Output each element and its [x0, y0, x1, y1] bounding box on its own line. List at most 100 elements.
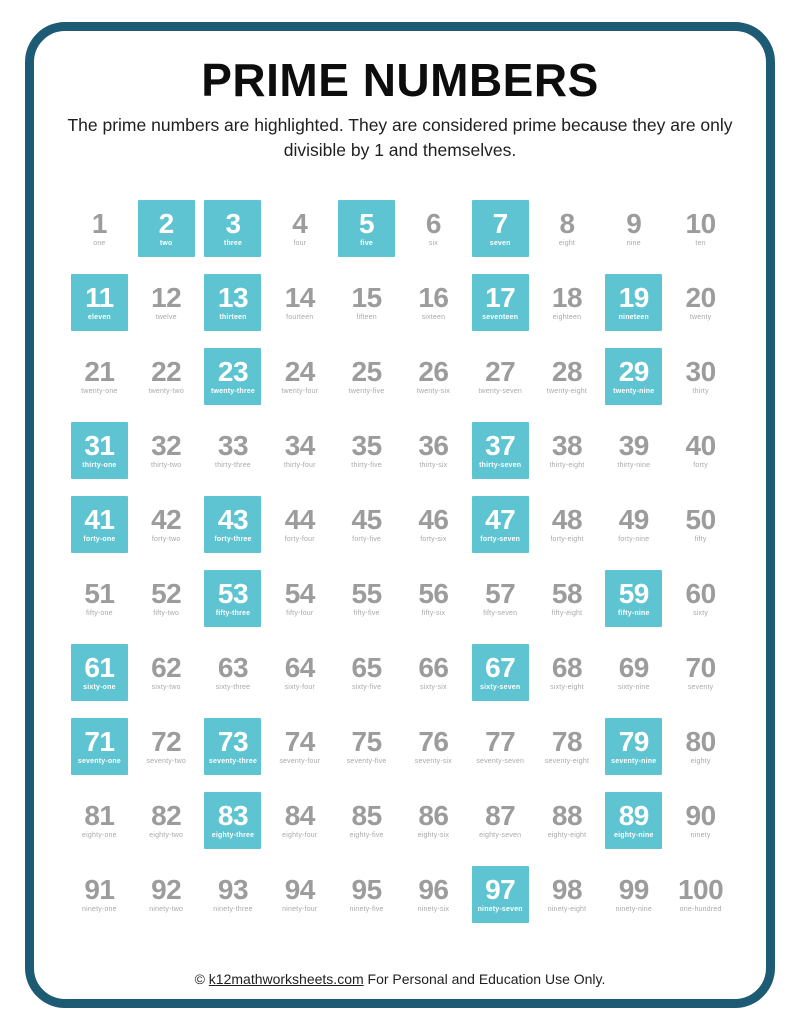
number-tile: 56 fifty-six	[402, 568, 464, 629]
number-value: 77	[485, 726, 516, 758]
grid-cell: 28 twenty-eight	[534, 346, 601, 407]
number-word: forty-one	[83, 536, 116, 544]
number-word: forty-four	[284, 536, 315, 544]
number-tile: 44 forty-four	[269, 494, 331, 555]
grid-cell: 21 twenty-one	[66, 346, 133, 407]
number-tile: 4 four	[269, 198, 331, 259]
number-value: 60	[685, 578, 717, 610]
number-value: 71	[84, 726, 115, 758]
number-word: thirty-three	[215, 462, 251, 470]
number-tile: 54 fifty-four	[269, 568, 331, 629]
number-value: 54	[284, 578, 316, 610]
number-tile: 80 eighty	[670, 716, 732, 777]
number-value: 45	[351, 504, 383, 536]
number-value: 59	[618, 578, 650, 610]
grid-cell: 19 nineteen	[600, 272, 667, 333]
number-tile: 38 thirty-eight	[536, 420, 598, 481]
number-tile: 99 ninety-nine	[603, 864, 665, 925]
number-tile: 75 seventy-five	[336, 716, 398, 777]
grid-cell: 84 eighty-four	[266, 790, 333, 851]
number-word: eighty-five	[349, 832, 384, 840]
number-word: eighty-three	[211, 832, 255, 840]
footer: © k12mathworksheets.com For Personal and…	[34, 971, 766, 987]
number-tile: 78 seventy-eight	[536, 716, 598, 777]
number-word: thirty	[692, 388, 709, 396]
number-tile: 9 nine	[603, 198, 665, 259]
number-word: twenty-one	[81, 388, 118, 396]
number-value: 93	[217, 874, 249, 906]
number-word: seventy-four	[279, 758, 321, 766]
number-tile: 49 forty-nine	[603, 494, 665, 555]
number-tile: 34 thirty-four	[269, 420, 331, 481]
number-tile: 94 ninety-four	[269, 864, 331, 925]
grid-cell: 22 twenty-two	[133, 346, 200, 407]
number-word: fifty-seven	[483, 610, 518, 618]
number-value: 2	[158, 208, 175, 240]
number-tile: 72 seventy-two	[135, 716, 197, 777]
number-word: fifty-four	[286, 610, 314, 618]
number-word: seventy-nine	[611, 758, 657, 766]
number-tile: 40 forty	[670, 420, 732, 481]
number-tile: 10 ten	[670, 198, 732, 259]
prime-number-tile: 13 thirteen	[204, 273, 262, 331]
number-value: 13	[217, 282, 249, 314]
number-value: 11	[85, 282, 114, 314]
footer-usage-text: For Personal and Education Use Only.	[363, 971, 606, 987]
number-value: 90	[685, 800, 717, 832]
numbers-grid: 1 one 2 two 3 three 4 four 5 five 6 six 7 seven 8 eight…	[66, 198, 734, 925]
grid-cell: 5 five	[333, 198, 400, 259]
number-tile: 39 thirty-nine	[603, 420, 665, 481]
number-value: 34	[284, 430, 316, 462]
grid-cell: 76 seventy-six	[400, 716, 467, 777]
number-word: seventy-seven	[476, 758, 525, 766]
number-word: sixty-four	[284, 684, 315, 692]
grid-cell: 83 eighty-three	[200, 790, 267, 851]
grid-cell: 60 sixty	[667, 568, 734, 629]
number-value: 98	[551, 874, 583, 906]
number-value: 3	[225, 208, 241, 240]
number-word: twenty-five	[348, 388, 385, 396]
site-link[interactable]: k12mathworksheets.com	[208, 971, 364, 987]
number-value: 12	[151, 282, 182, 314]
number-word: twenty-four	[281, 388, 319, 396]
grid-cell: 54 fifty-four	[266, 568, 333, 629]
grid-cell: 91 ninety-one	[66, 864, 133, 925]
number-value: 55	[351, 578, 383, 610]
number-word: sixty	[693, 610, 709, 618]
number-value: 58	[551, 578, 583, 610]
prime-number-tile: 41 forty-one	[70, 495, 128, 553]
grid-cell: 40 forty	[667, 420, 734, 481]
number-word: seventy-one	[77, 758, 121, 766]
number-word: thirteen	[219, 314, 247, 322]
number-value: 24	[284, 356, 316, 388]
number-tile: 64 sixty-four	[269, 642, 331, 703]
number-value: 73	[217, 726, 249, 758]
number-tile: 86 eighty-six	[402, 790, 464, 851]
number-tile: 26 twenty-six	[402, 346, 464, 407]
number-tile: 90 ninety	[670, 790, 732, 851]
number-word: forty-five	[352, 536, 382, 544]
number-word: fifty-one	[86, 610, 113, 618]
number-tile: 1 one	[68, 198, 130, 259]
number-tile: 27 twenty-seven	[469, 346, 531, 407]
number-value: 52	[151, 578, 182, 610]
grid-cell: 41 forty-one	[66, 494, 133, 555]
number-word: ninety-two	[149, 906, 184, 914]
number-word: sixteen	[421, 314, 446, 322]
number-value: 66	[418, 652, 449, 684]
grid-cell: 59 fifty-nine	[600, 568, 667, 629]
number-tile: 95 ninety-five	[336, 864, 398, 925]
number-tile: 55 fifty-five	[336, 568, 398, 629]
prime-number-tile: 7 seven	[471, 199, 529, 257]
number-value: 87	[485, 800, 516, 832]
number-value: 18	[551, 282, 583, 314]
number-value: 85	[351, 800, 383, 832]
number-value: 65	[351, 652, 383, 684]
grid-cell: 78 seventy-eight	[534, 716, 601, 777]
number-word: thirty-eight	[549, 462, 585, 470]
grid-cell: 92 ninety-two	[133, 864, 200, 925]
number-word: forty-eight	[550, 536, 584, 544]
grid-cell: 39 thirty-nine	[600, 420, 667, 481]
grid-cell: 44 forty-four	[266, 494, 333, 555]
number-word: ninety-five	[349, 906, 384, 914]
